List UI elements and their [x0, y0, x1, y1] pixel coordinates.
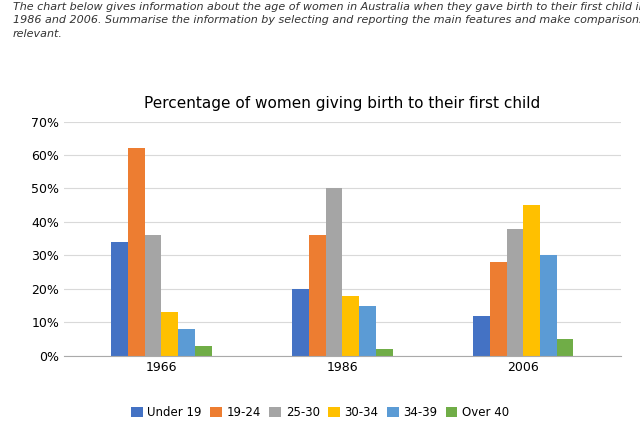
Bar [195, 346, 212, 356]
Bar [292, 289, 309, 356]
Bar [178, 329, 195, 356]
Bar [309, 235, 326, 356]
Title: Percentage of women giving birth to their first child: Percentage of women giving birth to thei… [144, 95, 541, 111]
Bar [524, 205, 540, 356]
Text: The chart below gives information about the age of women in Australia when they : The chart below gives information about … [13, 2, 640, 39]
Bar [540, 256, 557, 356]
Bar [359, 306, 376, 356]
Bar [326, 188, 342, 356]
Bar [507, 229, 524, 356]
Legend: Under 19, 19-24, 25-30, 30-34, 34-39, Over 40: Under 19, 19-24, 25-30, 30-34, 34-39, Ov… [126, 401, 514, 424]
Bar [557, 339, 573, 356]
Bar [111, 242, 128, 356]
Bar [128, 148, 145, 356]
Bar [161, 312, 178, 356]
Bar [376, 349, 392, 356]
Bar [473, 316, 490, 356]
Bar [145, 235, 161, 356]
Bar [342, 296, 359, 356]
Bar [490, 262, 507, 356]
